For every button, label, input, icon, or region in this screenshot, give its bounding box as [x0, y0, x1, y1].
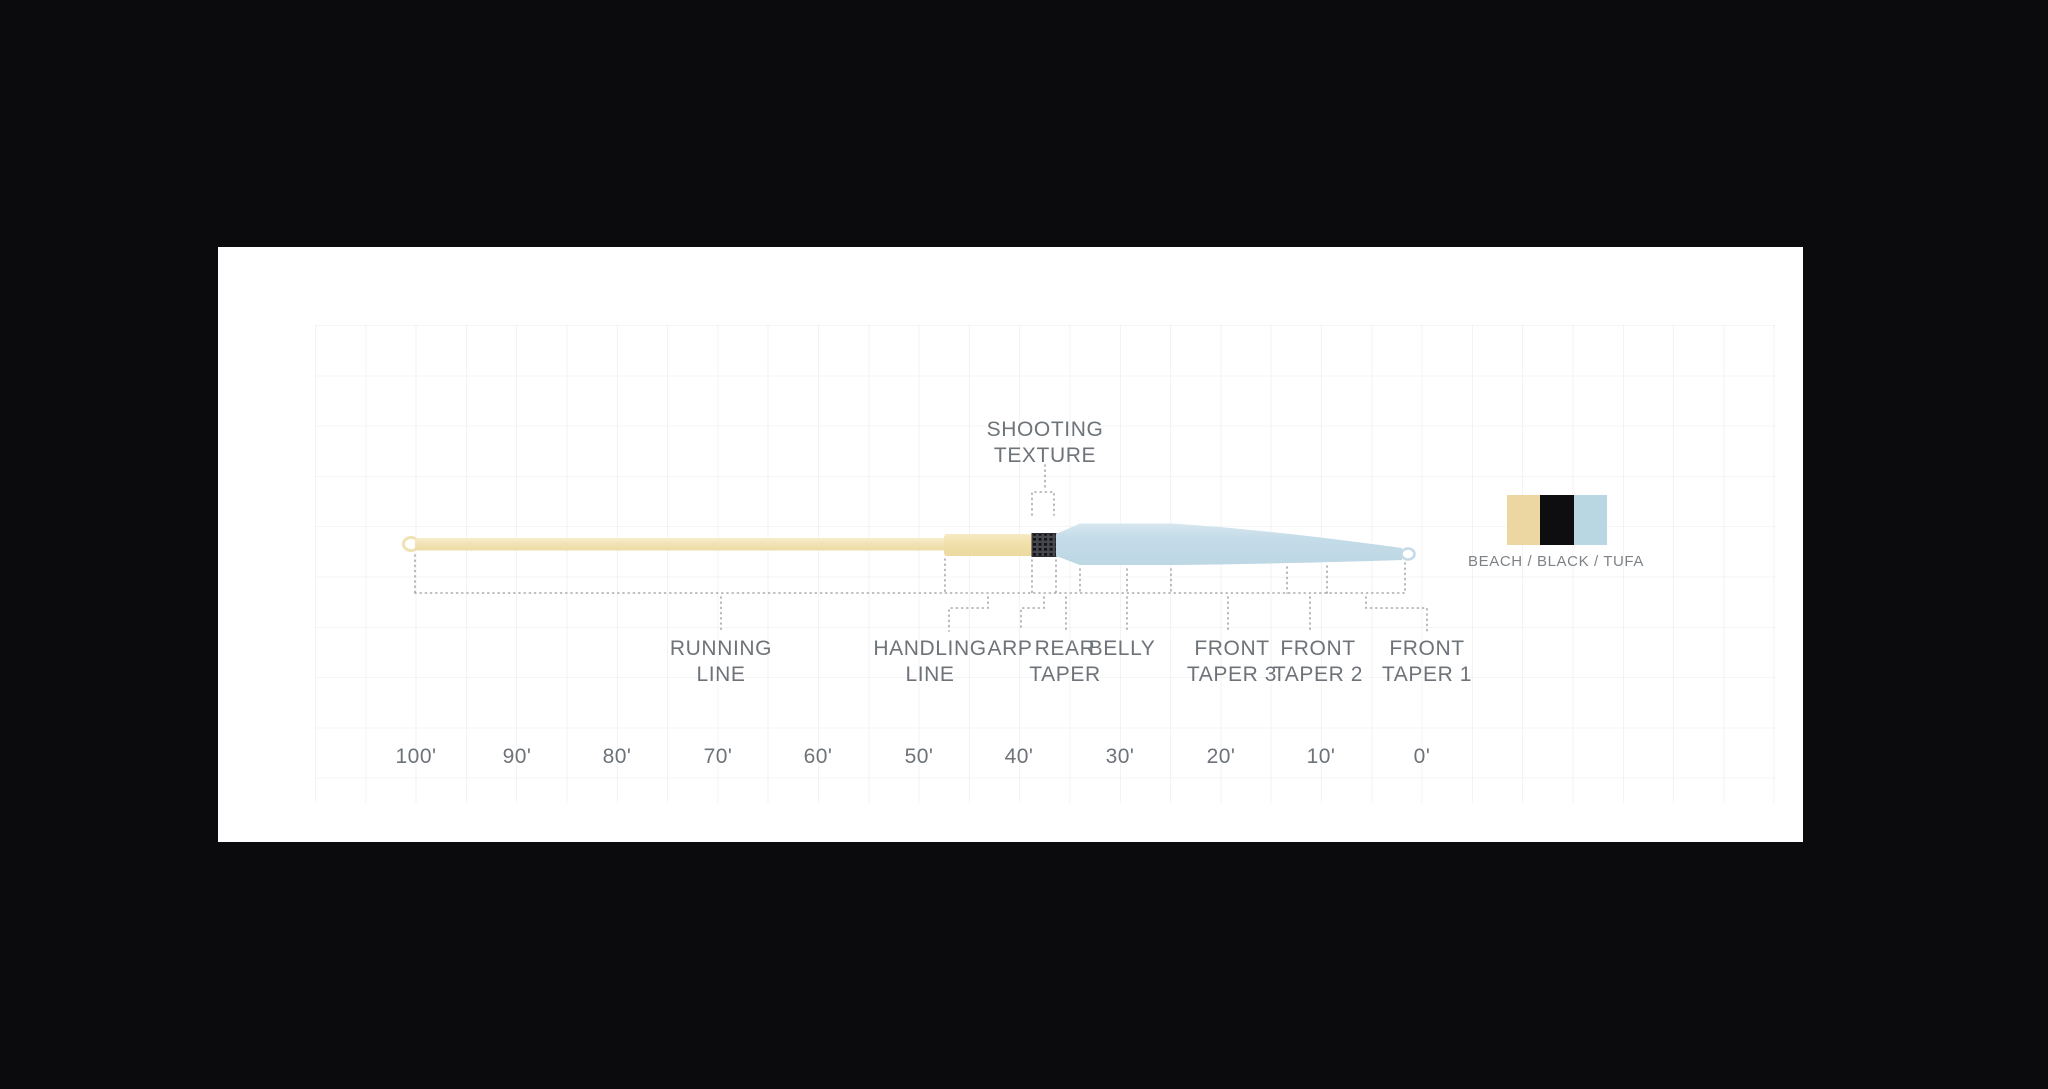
drop-front-taper-1 — [1365, 596, 1428, 632]
tick-label-40ft: 40' — [1004, 745, 1034, 768]
shooting-texture-bracket — [1031, 491, 1055, 516]
label-front-taper-3: FRONT TAPER 3 — [1186, 637, 1278, 686]
label-rear-taper: REAR TAPER — [1029, 637, 1101, 686]
rear-taper-segment — [1056, 523, 1080, 565]
tick-label-20ft: 20' — [1206, 745, 1236, 768]
label-front-taper-1: FRONT TAPER 1 — [1381, 637, 1473, 686]
front-loop — [1400, 547, 1416, 561]
drop-arp — [1020, 596, 1045, 632]
running-line-segment — [415, 538, 945, 551]
shooting-texture-label-line2: TEXTURE — [993, 444, 1097, 467]
label-front-taper-2: FRONT TAPER 2 — [1272, 637, 1364, 686]
belly-front-taper-segment — [1079, 523, 1402, 565]
swatch-beach — [1507, 495, 1541, 545]
tick-label-100ft: 100' — [395, 745, 437, 768]
arp-segment — [1031, 533, 1057, 557]
swatch-black — [1540, 495, 1574, 545]
tick-label-50ft: 50' — [904, 745, 934, 768]
drop-handling-line — [948, 596, 989, 632]
shooting-texture-label-line1: SHOOTING — [986, 418, 1104, 441]
colorway-swatches — [1507, 495, 1607, 545]
label-handling-line: HANDLING LINE — [873, 637, 987, 686]
label-arp: ARP — [987, 637, 1033, 660]
tick-label-80ft: 80' — [602, 745, 632, 768]
tick-label-90ft: 90' — [502, 745, 532, 768]
label-running-line: RUNNING LINE — [669, 637, 773, 686]
tick-label-10ft: 10' — [1306, 745, 1336, 768]
fly-line-diagram-svg — [402, 464, 1428, 632]
tick-label-60ft: 60' — [803, 745, 833, 768]
tick-label-30ft: 30' — [1105, 745, 1135, 768]
diagram-panel: SHOOTING TEXTURE RUNNING LINE HANDLING L… — [218, 247, 1803, 842]
handling-line-segment — [944, 534, 1033, 556]
tick-label-70ft: 70' — [703, 745, 733, 768]
tick-label-0ft: 0' — [1413, 745, 1431, 768]
swatch-tufa — [1573, 495, 1607, 545]
colorway-label: BEACH / BLACK / TUFA — [1468, 553, 1644, 570]
shooting-texture-label: SHOOTING TEXTURE — [987, 417, 1104, 469]
label-belly: BELLY — [1088, 637, 1156, 660]
